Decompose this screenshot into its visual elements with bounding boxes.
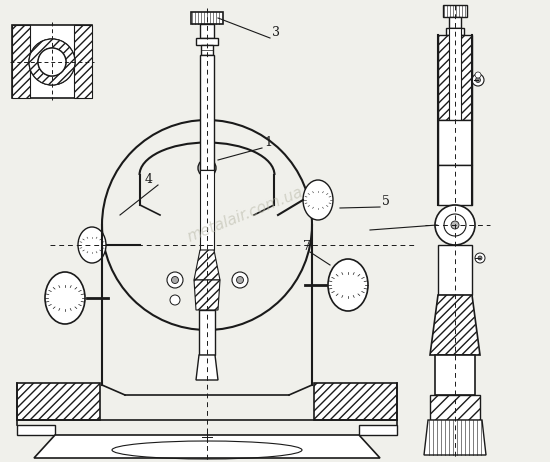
Polygon shape xyxy=(201,45,213,55)
Polygon shape xyxy=(314,383,397,420)
Circle shape xyxy=(478,256,482,260)
Polygon shape xyxy=(17,425,55,435)
Polygon shape xyxy=(196,38,218,45)
Circle shape xyxy=(170,295,180,305)
Polygon shape xyxy=(200,24,214,38)
Polygon shape xyxy=(438,35,472,120)
Circle shape xyxy=(198,159,216,177)
Polygon shape xyxy=(430,295,480,355)
Polygon shape xyxy=(449,17,461,28)
Circle shape xyxy=(476,78,481,83)
Polygon shape xyxy=(199,310,215,355)
Ellipse shape xyxy=(45,272,85,324)
Circle shape xyxy=(472,74,484,86)
Polygon shape xyxy=(438,120,472,165)
Circle shape xyxy=(29,39,75,85)
Ellipse shape xyxy=(78,227,106,263)
Text: metalair.com.ua: metalair.com.ua xyxy=(185,185,305,245)
Text: 1: 1 xyxy=(264,136,272,149)
Circle shape xyxy=(203,164,211,172)
Circle shape xyxy=(167,272,183,288)
Circle shape xyxy=(236,276,244,284)
Ellipse shape xyxy=(303,180,333,220)
Circle shape xyxy=(38,48,66,76)
Text: 4: 4 xyxy=(145,173,153,186)
Circle shape xyxy=(475,72,481,78)
Polygon shape xyxy=(430,395,480,420)
Text: 7: 7 xyxy=(303,240,311,253)
Polygon shape xyxy=(12,25,30,98)
Polygon shape xyxy=(191,12,223,24)
Circle shape xyxy=(172,276,179,284)
Polygon shape xyxy=(438,165,472,205)
Polygon shape xyxy=(446,28,464,35)
Polygon shape xyxy=(443,5,467,17)
Polygon shape xyxy=(424,420,486,455)
Polygon shape xyxy=(359,425,397,435)
Polygon shape xyxy=(34,435,380,458)
Polygon shape xyxy=(449,395,461,412)
Circle shape xyxy=(232,272,248,288)
Text: 5: 5 xyxy=(382,195,390,208)
Polygon shape xyxy=(438,245,472,295)
Polygon shape xyxy=(200,170,214,250)
Text: 3: 3 xyxy=(272,26,280,39)
Circle shape xyxy=(435,205,475,245)
Circle shape xyxy=(451,221,459,229)
Circle shape xyxy=(475,253,485,263)
Polygon shape xyxy=(194,250,220,280)
Polygon shape xyxy=(74,25,92,98)
Circle shape xyxy=(444,214,466,236)
Polygon shape xyxy=(12,25,92,98)
Polygon shape xyxy=(435,355,475,395)
Polygon shape xyxy=(196,355,218,380)
Polygon shape xyxy=(194,280,220,310)
Polygon shape xyxy=(449,28,461,135)
Ellipse shape xyxy=(328,259,368,311)
Polygon shape xyxy=(200,55,214,170)
Polygon shape xyxy=(17,383,100,420)
